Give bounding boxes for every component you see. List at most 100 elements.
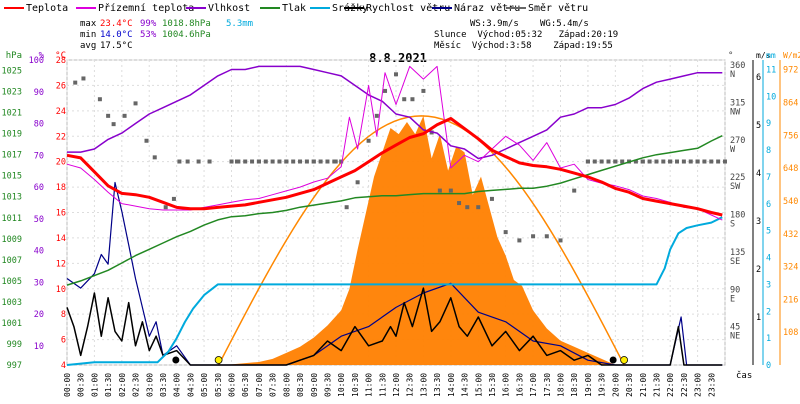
wind-direction-point — [332, 159, 337, 164]
axis-tick-mm: 5 — [766, 227, 771, 237]
axis-tick-hpa: 1013 — [2, 193, 22, 203]
x-tick-label: 23:30 — [707, 373, 716, 397]
moon-times: Měsíc Východ:3:58 Západ:19:55 — [434, 41, 613, 51]
wind-direction-point — [374, 113, 379, 118]
x-tick-label: 10:30 — [351, 373, 360, 397]
x-tick-label: 10:00 — [337, 373, 346, 397]
axis-tick-hpa: 997 — [7, 361, 22, 371]
wind-direction-point — [383, 88, 388, 93]
x-tick-label: 04:30 — [186, 373, 195, 397]
axis-tick-temp: 16 — [56, 209, 66, 219]
wind-direction-point — [716, 159, 721, 164]
x-tick-label: 11:30 — [378, 373, 387, 397]
x-tick-label: 20:00 — [611, 373, 620, 397]
axis-tick-pct: 30 — [34, 278, 44, 288]
axis-tick-mm: 6 — [766, 200, 771, 210]
axis-tick-ms: 2 — [756, 265, 761, 275]
axis-tick-temp: 6 — [61, 336, 66, 346]
axis-tick-mm: 8 — [766, 146, 771, 156]
x-tick-label: 06:00 — [228, 373, 237, 397]
stats-min-label: min — [80, 30, 96, 40]
axis-tick-mm: 1 — [766, 334, 771, 344]
wind-direction-point — [111, 122, 116, 127]
x-tick-label: 07:00 — [255, 373, 264, 397]
wind-direction-point — [606, 159, 611, 164]
wind-direction-point — [284, 159, 289, 164]
legend-item-tlak: Tlak — [260, 3, 306, 14]
axis-tick-dir: 360 — [730, 61, 745, 71]
axis-tick-mm: 11 — [766, 65, 776, 75]
wind-direction-point — [243, 159, 248, 164]
wind-direction-point — [695, 159, 700, 164]
wind-direction-point — [185, 159, 190, 164]
stats-min-press: 1004.6hPa — [162, 30, 211, 40]
wind-direction-point — [558, 238, 563, 243]
x-tick-label: 22:00 — [666, 373, 675, 397]
x-tick-label: 06:30 — [241, 373, 250, 397]
sun-times: Slunce Východ:05:32 Západ:20:19 — [434, 30, 618, 40]
axis-tick-hpa: 1025 — [2, 67, 22, 77]
axis-tick-mm: 2 — [766, 307, 771, 317]
wind-direction-point — [196, 159, 201, 164]
wind-direction-point — [171, 196, 176, 201]
stats-max-rain: 5.3mm — [226, 19, 253, 29]
wind-direction-point — [647, 159, 652, 164]
wind-direction-point — [654, 159, 659, 164]
legend-item-vlhkost: Vlhkost — [186, 3, 250, 14]
axis-tick-wm2: 540 — [783, 197, 798, 207]
wind-direction-point — [339, 159, 344, 164]
axis-tick-temp: 22 — [56, 132, 66, 142]
axis-tick-hpa: 1017 — [2, 151, 22, 161]
theoretical-solar-curve — [217, 115, 625, 366]
x-tick-label: 02:30 — [132, 373, 141, 397]
axis-tick-mm: 9 — [766, 119, 771, 129]
legend: Teplota Přízemní teplota Vlhkost Tlak Sr… — [4, 2, 588, 14]
wind-direction-point — [688, 159, 693, 164]
x-tick-label: 11:00 — [365, 373, 374, 397]
wind-direction-point — [585, 159, 590, 164]
wind-direction-point — [465, 205, 470, 210]
wind-direction-point — [270, 159, 275, 164]
sunset-marker — [620, 356, 629, 364]
axis-tick-dir-name: SE — [730, 257, 740, 267]
wind-direction-point — [263, 159, 268, 164]
wind-direction-point — [620, 159, 625, 164]
wind-direction-point — [592, 159, 597, 164]
wind-direction-point — [489, 196, 494, 201]
wind-direction-point — [410, 97, 415, 102]
axis-tick-pct: 60 — [34, 183, 44, 193]
wind-direction-point — [421, 88, 426, 93]
x-tick-label: 01:00 — [90, 373, 99, 397]
axis-tick-temp: 10 — [56, 285, 66, 295]
x-tick-label: 17:30 — [543, 373, 552, 397]
axis-tick-dir-name: NE — [730, 332, 740, 342]
x-tick-label: 21:00 — [639, 373, 648, 397]
axis-tick-temp: 28 — [56, 56, 66, 66]
x-tick-label: 09:00 — [310, 373, 319, 397]
axis-label-ms: m/s — [756, 51, 771, 60]
markers-layer — [172, 356, 629, 364]
wind-direction-point — [709, 159, 714, 164]
wind-direction-point — [207, 159, 212, 164]
wind-direction-point — [291, 159, 296, 164]
stats-avg-temp: 17.5°C — [100, 41, 133, 51]
wind-direction-point — [503, 230, 508, 235]
x-tick-label: 05:30 — [214, 373, 223, 397]
stats-max-press: 1018.8hPa — [162, 19, 211, 29]
x-tick-label: 00:00 — [63, 373, 72, 397]
moonset-marker — [609, 356, 617, 364]
axes-layer: 00:00 00:30 01:00 01:30 02:00 02:30 03:00 03:30… — [2, 51, 800, 397]
solar-layer — [217, 115, 625, 366]
axis-label-mm: mm — [766, 51, 776, 60]
x-tick-label: 02:00 — [118, 373, 127, 397]
series-line-rychlost-v-tru — [66, 287, 723, 366]
wind-direction-point — [633, 159, 638, 164]
axis-tick-temp: 12 — [56, 259, 66, 269]
wind-direction-point — [366, 138, 371, 143]
wind-direction-point — [544, 234, 549, 239]
x-tick-label: 17:00 — [529, 373, 538, 397]
axis-tick-temp: 18 — [56, 183, 66, 193]
wind-direction-point — [723, 159, 727, 164]
wind-direction-point — [256, 159, 261, 164]
axis-tick-ms: 5 — [756, 121, 761, 131]
